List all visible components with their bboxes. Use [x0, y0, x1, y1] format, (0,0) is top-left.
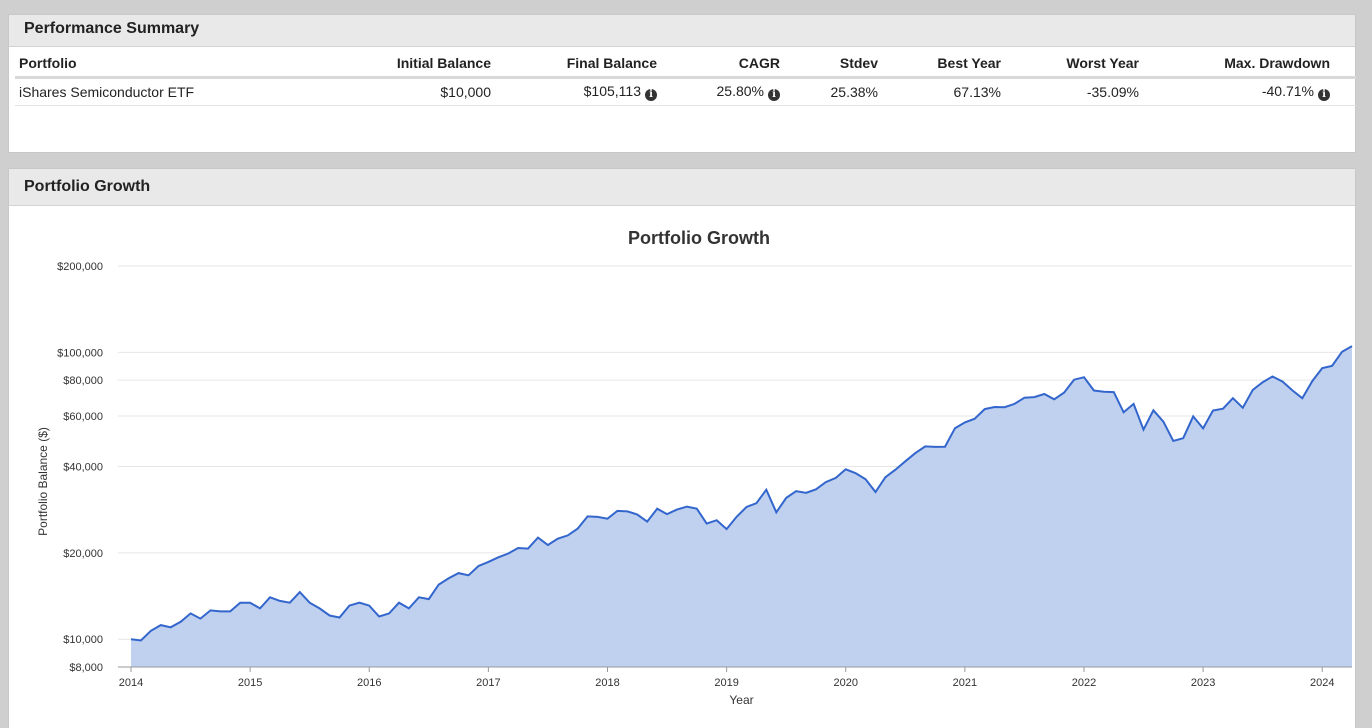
header-portfolio: Portfolio	[15, 50, 363, 79]
x-tick-label: 2024	[1310, 677, 1334, 689]
y-axis-ticks: $8,000 $10,000 $20,000 $40,000 $60,000 $80,00…	[57, 261, 103, 674]
info-circle-icon[interactable]: i	[645, 89, 657, 101]
x-tick-label: 2019	[714, 677, 738, 689]
header-stdev: Stdev	[784, 50, 882, 79]
x-tick-label: 2023	[1191, 677, 1215, 689]
header-cagr: CAGR	[661, 50, 784, 79]
x-tick-label: 2015	[238, 677, 262, 689]
header-initial-balance: Initial Balance	[363, 50, 495, 79]
cell-stdev: 25.38%	[784, 77, 882, 106]
x-tick-label: 2020	[833, 677, 857, 689]
table-header-row: Portfolio Initial Balance Final Balance …	[15, 50, 1362, 79]
y-tick-label: $200,000	[57, 261, 103, 273]
cell-cagr: 25.80% i	[661, 77, 784, 106]
portfolio-growth-title: Portfolio Growth	[9, 169, 1355, 206]
y-axis-label: Portfolio Balance ($)	[36, 427, 50, 536]
header-max-drawdown: Max. Drawdown	[1143, 50, 1334, 79]
info-circle-icon[interactable]: i	[1318, 89, 1330, 101]
x-axis-label: Year	[729, 693, 753, 707]
series-line	[130, 345, 1353, 642]
header-best-year: Best Year	[882, 50, 1005, 79]
cell-best-year: 67.13%	[882, 77, 1005, 106]
header-final-balance: Final Balance	[495, 50, 661, 79]
x-axis-ticks: 2014 2015 2016 2017 2018 2019 2020 2021 2022 2023…	[119, 667, 1334, 689]
max-drawdown-value: -40.71%	[1261, 83, 1314, 99]
x-tick-label: 2022	[1072, 677, 1096, 689]
performance-summary-table: Portfolio Initial Balance Final Balance …	[15, 50, 1362, 106]
cagr-value: 25.80%	[716, 83, 764, 99]
x-tick-label: 2016	[357, 677, 381, 689]
y-tick-label: $8,000	[69, 662, 103, 674]
series-area	[131, 346, 1352, 667]
cell-final-balance: $105,113 i	[495, 77, 661, 106]
x-tick-label: 2021	[953, 677, 977, 689]
y-tick-label: $10,000	[63, 634, 103, 646]
y-tick-label: $60,000	[63, 411, 103, 423]
x-tick-label: 2017	[476, 677, 500, 689]
cell-portfolio: iShares Semiconductor ETF	[15, 77, 363, 106]
y-tick-label: $20,000	[63, 548, 103, 560]
performance-summary-title: Performance Summary	[9, 15, 1355, 47]
cell-initial-balance: $10,000	[363, 77, 495, 106]
table-row: iShares Semiconductor ETF $10,000 $105,1…	[15, 77, 1362, 106]
x-tick-label: 2014	[119, 677, 143, 689]
y-tick-label: $40,000	[63, 462, 103, 474]
x-tick-label: 2018	[595, 677, 619, 689]
right-gutter	[1356, 0, 1372, 715]
header-worst-year: Worst Year	[1005, 50, 1143, 79]
y-tick-label: $80,000	[63, 375, 103, 387]
final-balance-value: $105,113	[583, 83, 641, 99]
cell-worst-year: -35.09%	[1005, 77, 1143, 106]
info-circle-icon[interactable]: i	[768, 89, 780, 101]
cell-max-drawdown: -40.71% i	[1143, 77, 1334, 106]
chart-title: Portfolio Growth	[628, 228, 770, 248]
y-tick-label: $100,000	[57, 347, 103, 359]
